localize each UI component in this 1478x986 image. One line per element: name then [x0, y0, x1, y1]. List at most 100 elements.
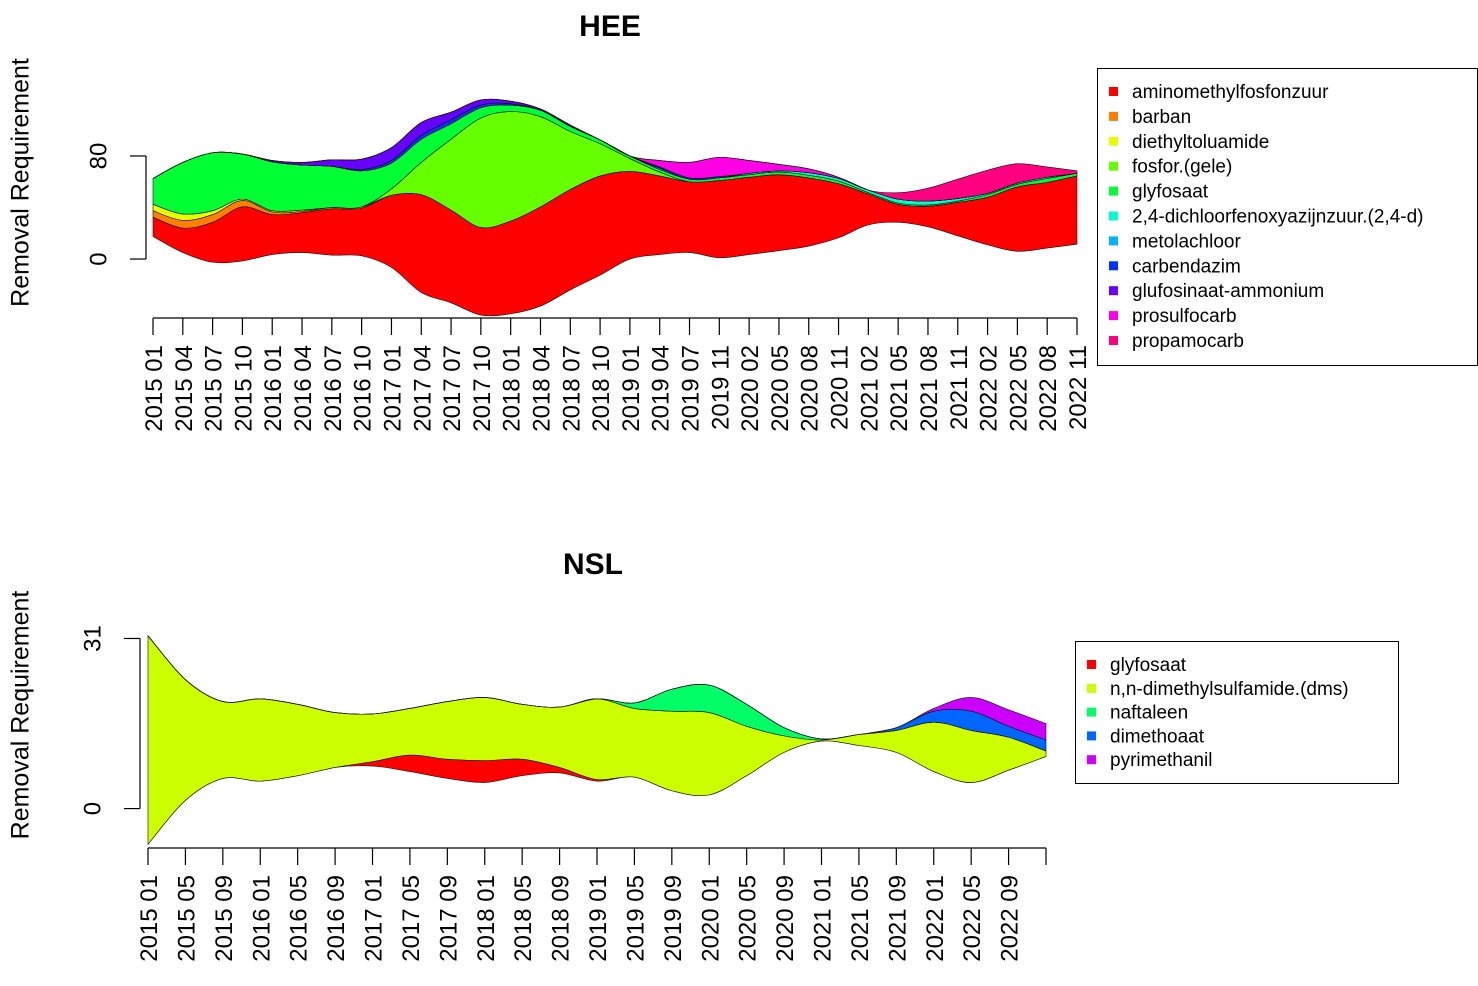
- x-tick-label: 2019 01: [585, 875, 612, 962]
- x-tick-label: 2017 10: [469, 345, 496, 432]
- x-tick-label: 2017 07: [439, 345, 466, 432]
- x-tick-label: 2017 05: [398, 875, 425, 962]
- x-tick-label: 2021 05: [886, 345, 913, 432]
- stream-layer: [147, 635, 1047, 741]
- x-tick-label: 2021 02: [856, 345, 883, 432]
- x-tick-label: 2018 04: [528, 345, 555, 432]
- x-tick-label: 2018 09: [548, 875, 575, 962]
- legend-label: pyrimethanil: [1110, 750, 1212, 771]
- stream-layer: [147, 634, 1047, 846]
- x-tick-label: 2018 01: [499, 345, 526, 432]
- legend-swatch: [1087, 707, 1096, 717]
- legend-label: barban: [1132, 107, 1191, 128]
- legend-swatch: [1109, 87, 1118, 96]
- legend-label: metolachloor: [1132, 231, 1241, 252]
- x-tick-label: 2015 10: [230, 345, 257, 432]
- legend-label: naftaleen: [1110, 703, 1188, 724]
- legend-swatch: [1109, 161, 1118, 171]
- x-tick-label: 2015 01: [136, 875, 163, 962]
- x-tick-label: 2020 08: [797, 345, 824, 432]
- legend-label: fosfor.(gele): [1132, 157, 1232, 178]
- legend-box: [1097, 68, 1478, 366]
- x-tick-label: 2016 01: [248, 875, 275, 962]
- x-tick-label: 2020 05: [735, 875, 762, 962]
- x-tick-label: 2017 04: [409, 345, 436, 432]
- legend-swatch: [1109, 286, 1118, 296]
- x-tick-label: 2018 07: [558, 345, 585, 432]
- x-tick-label: 2016 01: [260, 345, 287, 432]
- x-tick-label: 2017 01: [379, 345, 406, 432]
- x-tick-label: 2019 01: [618, 345, 645, 432]
- x-tick-label: 2022 01: [922, 875, 949, 962]
- x-tick-label: 2021 01: [810, 875, 837, 962]
- x-tick-label: 2022 02: [976, 345, 1003, 432]
- x-tick-label: 2022 09: [997, 875, 1024, 962]
- x-tick-label: 2016 10: [350, 345, 377, 432]
- x-tick-label: 2015 09: [211, 875, 238, 962]
- legend-swatch: [1109, 236, 1118, 246]
- y-tick-label: 80: [85, 143, 112, 170]
- y-tick-label: 31: [79, 625, 106, 652]
- legend-swatch: [1109, 311, 1118, 321]
- x-tick-label: 2022 08: [1035, 345, 1062, 432]
- x-tick-label: 2016 09: [323, 875, 350, 962]
- x-tick-label: 2016 07: [320, 345, 347, 432]
- legend-label: dimethoaat: [1110, 726, 1205, 747]
- x-tick-label: 2022 05: [1005, 345, 1032, 432]
- legend-label: prosulfocarb: [1132, 306, 1237, 327]
- x-tick-label: 2018 01: [473, 875, 500, 962]
- x-tick-label: 2018 05: [510, 875, 537, 962]
- x-tick-label: 2021 09: [884, 875, 911, 962]
- x-tick-label: 2017 09: [435, 875, 462, 962]
- x-tick-label: 2021 05: [847, 875, 874, 962]
- x-tick-label: 2019 05: [622, 875, 649, 962]
- chart-title: HEE: [579, 10, 641, 43]
- x-tick-label: 2020 09: [772, 875, 799, 962]
- legend-label: 2,4-dichloorfenoxyazijnzuur.(2,4-d): [1132, 207, 1424, 228]
- legend-swatch: [1109, 186, 1118, 196]
- legend-swatch: [1109, 261, 1118, 271]
- legend-swatch: [1087, 755, 1096, 765]
- chart-title: NSL: [563, 548, 623, 581]
- legend-swatch: [1109, 336, 1118, 345]
- x-tick-label: 2015 05: [173, 875, 200, 962]
- legend-swatch: [1087, 731, 1096, 741]
- x-tick-label: 2015 01: [141, 345, 168, 432]
- y-tick-label: 0: [79, 802, 106, 815]
- x-tick-label: 2020 05: [767, 345, 794, 432]
- stream-layer: [152, 98, 1078, 202]
- x-tick-label: 2016 04: [290, 345, 317, 432]
- legend-label: glyfosaat: [1110, 655, 1187, 676]
- legend-label: propamocarb: [1132, 331, 1244, 352]
- y-axis-label: Removal Requirement: [7, 58, 35, 307]
- x-tick-label: 2022 11: [1065, 345, 1092, 430]
- x-tick-label: 2020 01: [697, 875, 724, 962]
- x-tick-label: 2016 05: [286, 875, 313, 962]
- x-tick-label: 2021 08: [916, 345, 943, 432]
- x-tick-label: 2019 09: [660, 875, 687, 962]
- legend-label: carbendazim: [1132, 256, 1241, 277]
- y-axis-label: Removal Requirement: [7, 591, 35, 840]
- x-tick-label: 2020 11: [827, 345, 854, 430]
- x-tick-label: 2019 04: [648, 345, 675, 432]
- x-tick-label: 2020 02: [737, 345, 764, 432]
- legend-swatch: [1087, 683, 1096, 693]
- y-tick-label: 0: [85, 252, 112, 265]
- legend-label: aminomethylfosfonzuur: [1132, 82, 1329, 103]
- legend-swatch: [1109, 211, 1118, 221]
- x-tick-label: 2019 11: [707, 345, 734, 430]
- legend-box: [1075, 641, 1399, 784]
- legend-swatch: [1109, 136, 1118, 146]
- x-tick-label: 2019 07: [678, 345, 705, 432]
- x-tick-label: 2018 10: [588, 345, 615, 432]
- x-tick-label: 2021 11: [946, 345, 973, 430]
- x-tick-label: 2022 05: [959, 875, 986, 962]
- legend-label: glufosinaat-ammonium: [1132, 281, 1324, 302]
- legend-label: diethyltoluamide: [1132, 132, 1269, 153]
- x-tick-label: 2017 01: [361, 875, 388, 962]
- legend-label: n,n-dimethylsulfamide.(dms): [1110, 679, 1349, 700]
- legend-swatch: [1109, 111, 1118, 121]
- x-tick-label: 2015 07: [201, 345, 228, 432]
- x-tick-label: 2015 04: [171, 345, 198, 432]
